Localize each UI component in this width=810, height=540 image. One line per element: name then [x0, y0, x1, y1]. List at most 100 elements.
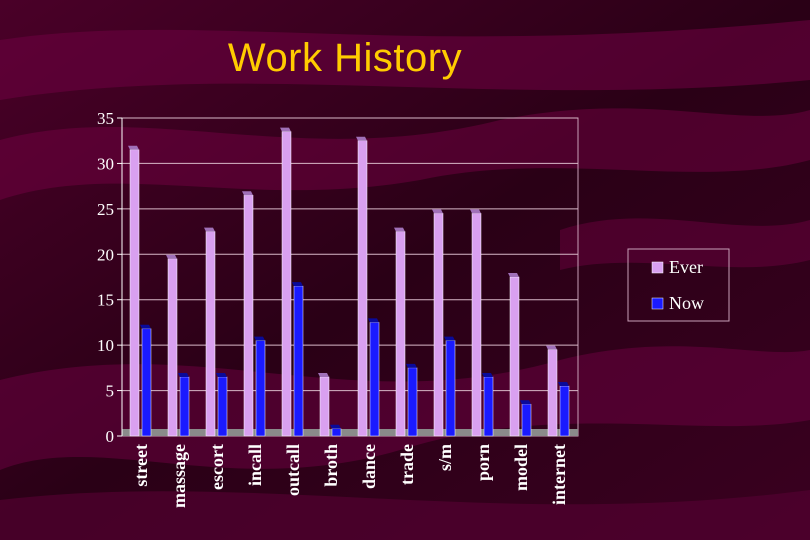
x-tick-label: outcall	[283, 444, 303, 496]
bar-top	[280, 127, 291, 132]
y-axis-ticks: 0 5 10 15 20 25 30 35	[97, 109, 123, 446]
bar-front	[319, 376, 330, 437]
bar-top	[140, 324, 151, 329]
bar-ever-incall	[242, 191, 254, 437]
bar-top	[216, 372, 227, 377]
bar-front	[243, 194, 254, 437]
bar-front	[281, 131, 292, 437]
legend-label-now: Now	[669, 293, 704, 313]
bar-now-dance	[368, 318, 380, 437]
bar-ever-massage	[166, 254, 178, 437]
bar-now-broth	[330, 424, 342, 437]
legend-swatch-now	[651, 297, 664, 310]
bar-front	[357, 140, 368, 437]
gridlines	[121, 117, 579, 437]
bar-top	[508, 273, 519, 277]
bar-ever-internet	[546, 345, 558, 437]
bar-top	[482, 372, 493, 377]
bar-ever-model	[508, 273, 520, 437]
bar-front	[547, 349, 558, 437]
bar-now-outcall	[292, 282, 304, 437]
bar-front	[369, 322, 380, 437]
legend-swatch-ever	[651, 261, 664, 274]
y-tick-label: 10	[97, 336, 114, 355]
plot-frame	[121, 117, 579, 437]
x-tick-label: internet	[549, 444, 569, 505]
bar-now-trade	[406, 363, 418, 437]
bar-front	[395, 231, 406, 437]
bar-top	[546, 345, 557, 350]
y-tick-label: 20	[97, 245, 114, 264]
bar-ever-street	[128, 145, 140, 437]
chart-floor	[122, 429, 578, 436]
bar-now-escort	[216, 372, 228, 437]
x-tick-label: s/m	[435, 444, 455, 471]
bar-front	[205, 231, 216, 437]
bar-front	[433, 213, 444, 437]
bar-top	[432, 209, 443, 214]
legend: Ever Now	[627, 248, 730, 322]
bar-top	[444, 336, 455, 341]
legend-label-ever: Ever	[669, 257, 703, 277]
bar-front	[521, 403, 532, 437]
bar-now-internet	[558, 382, 570, 437]
x-tick-label: incall	[245, 444, 265, 486]
bar-top	[330, 424, 341, 429]
x-tick-label: escort	[207, 444, 227, 490]
y-tick-label: 25	[97, 200, 114, 219]
bar-front	[129, 149, 140, 437]
bar-front	[167, 258, 178, 437]
bar-now-model	[520, 400, 532, 437]
x-tick-label: dance	[359, 444, 379, 489]
bar-front	[331, 428, 342, 437]
bar-now-porn	[482, 372, 494, 437]
x-tick-label: porn	[473, 444, 493, 481]
bar-ever-sm	[432, 209, 444, 437]
bar-top	[128, 145, 139, 150]
bar-ever-escort	[204, 227, 216, 437]
bar-top	[394, 227, 405, 232]
bar-top	[204, 227, 215, 232]
x-axis-ticks: street massage escort incall outcall broth dan…	[131, 444, 569, 508]
bar-now-street	[140, 324, 152, 437]
bar-top	[406, 363, 417, 368]
x-tick-label: street	[131, 444, 151, 487]
bar-now-massage	[178, 372, 190, 437]
bar-ever-broth	[318, 372, 330, 437]
bar-front	[179, 376, 190, 437]
x-tick-label: model	[511, 444, 531, 491]
bar-top	[520, 400, 531, 405]
bar-top	[178, 372, 189, 377]
bar-now-incall	[254, 336, 266, 437]
bar-top	[242, 191, 253, 196]
bar-ever-outcall	[280, 127, 292, 437]
bar-front	[141, 328, 152, 437]
bars	[128, 127, 570, 437]
x-tick-label: broth	[321, 444, 341, 487]
bar-top	[254, 336, 265, 341]
y-tick-label: 30	[97, 154, 114, 173]
bar-ever-trade	[394, 227, 406, 437]
bar-now-sm	[444, 336, 456, 437]
bar-front	[293, 285, 304, 437]
bar-top	[166, 254, 177, 259]
x-tick-label: massage	[169, 444, 189, 508]
bar-top	[318, 372, 329, 377]
y-tick-label: 15	[97, 291, 114, 310]
bar-ever-porn	[470, 209, 482, 437]
slide-title: Work History	[227, 36, 463, 80]
legend-box	[627, 248, 730, 322]
bar-front	[483, 376, 494, 437]
bar-front	[471, 213, 482, 437]
bar-front	[509, 276, 520, 437]
bar-top	[368, 318, 379, 323]
y-tick-label: 5	[106, 382, 115, 401]
bar-top	[558, 382, 569, 387]
bar-front	[559, 385, 570, 437]
bar-front	[407, 367, 418, 437]
bar-top	[292, 282, 303, 287]
bar-front	[217, 376, 228, 437]
